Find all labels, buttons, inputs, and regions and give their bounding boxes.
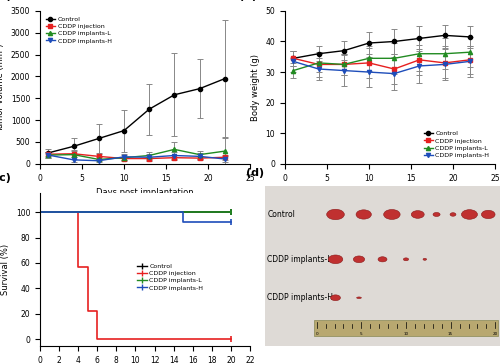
Ellipse shape — [326, 209, 344, 219]
FancyBboxPatch shape — [314, 320, 498, 336]
Legend: Control, CDDP injection, CDDP implants-L, CDDP implants-H: Control, CDDP injection, CDDP implants-L… — [135, 261, 206, 293]
X-axis label: Days post implantation: Days post implantation — [341, 188, 439, 197]
Ellipse shape — [330, 295, 340, 301]
Text: (c): (c) — [0, 173, 10, 183]
Y-axis label: Survival (%): Survival (%) — [1, 244, 10, 295]
Ellipse shape — [462, 210, 477, 219]
Text: (a): (a) — [0, 0, 12, 1]
Ellipse shape — [482, 210, 495, 219]
Ellipse shape — [356, 210, 372, 219]
X-axis label: Days post implantation: Days post implantation — [96, 188, 194, 197]
Legend: Control, CDDP injection, CDDP implants-L, CDDP implants-H: Control, CDDP injection, CDDP implants-L… — [421, 128, 492, 161]
Ellipse shape — [423, 258, 426, 260]
Text: (d): (d) — [246, 168, 264, 178]
Ellipse shape — [328, 255, 343, 264]
Ellipse shape — [354, 256, 364, 263]
Text: 15: 15 — [448, 332, 453, 336]
Text: 10: 10 — [404, 332, 408, 336]
Ellipse shape — [384, 210, 400, 219]
Y-axis label: Body weight (g): Body weight (g) — [251, 54, 260, 121]
Ellipse shape — [378, 257, 387, 262]
Text: (b): (b) — [239, 0, 257, 1]
Text: 0: 0 — [316, 332, 318, 336]
Legend: Control, CDDP injection, CDDP implants-L, CDDP implants-H: Control, CDDP injection, CDDP implants-L… — [43, 14, 114, 46]
Text: 20: 20 — [492, 332, 498, 336]
FancyBboxPatch shape — [265, 186, 500, 346]
Y-axis label: Tumor volume (mm³): Tumor volume (mm³) — [0, 43, 5, 132]
Ellipse shape — [356, 297, 362, 298]
Text: 5: 5 — [360, 332, 362, 336]
Text: CDDP implants-L: CDDP implants-L — [268, 255, 332, 264]
Ellipse shape — [450, 213, 456, 216]
Text: CDDP implants-H: CDDP implants-H — [268, 293, 334, 302]
Ellipse shape — [433, 213, 440, 217]
Ellipse shape — [404, 258, 408, 261]
Text: Control: Control — [268, 210, 295, 219]
Ellipse shape — [412, 211, 424, 218]
